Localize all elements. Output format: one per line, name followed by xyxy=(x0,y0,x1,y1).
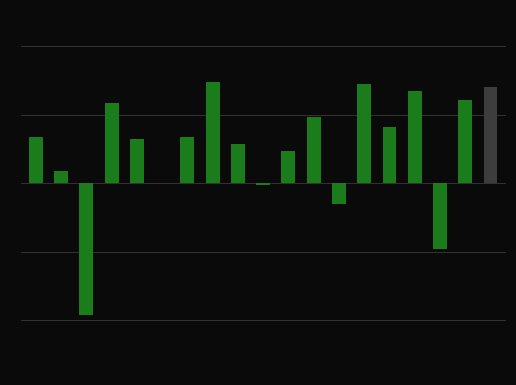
Bar xyxy=(231,144,245,183)
Bar xyxy=(256,183,270,186)
Bar xyxy=(332,183,346,204)
Bar xyxy=(307,117,320,183)
Bar xyxy=(105,103,119,183)
Bar xyxy=(130,139,144,183)
Bar xyxy=(79,183,93,315)
Bar xyxy=(382,127,396,183)
Bar xyxy=(357,84,371,183)
Bar xyxy=(281,151,295,183)
Bar xyxy=(54,171,68,183)
Bar xyxy=(408,91,422,183)
Bar xyxy=(458,100,472,183)
Bar xyxy=(181,137,195,183)
Bar xyxy=(483,87,497,183)
Bar xyxy=(206,82,220,183)
Bar xyxy=(433,183,447,249)
Bar xyxy=(29,137,43,183)
